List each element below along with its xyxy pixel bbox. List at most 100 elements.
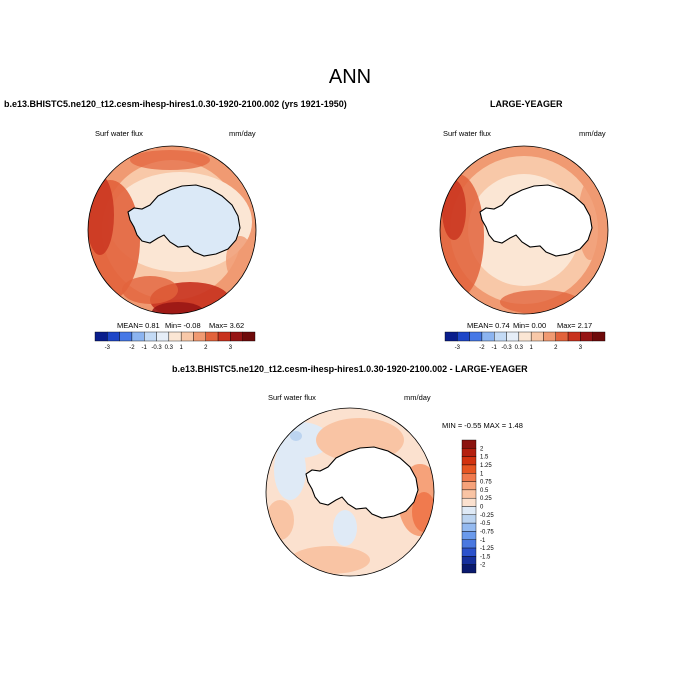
panel2-colorbar-tick-label: 1: [529, 345, 533, 351]
panel2-colorbar-swatch-6: [518, 331, 532, 342]
panel3-antarctica: [305, 446, 419, 519]
panel2-colorbar-tick-label: 3: [579, 345, 583, 351]
panel3-colorbar-tick-label: -1: [480, 538, 486, 544]
panel3-colorbar: 2 1.5 1.25 1 0.75 0.5 0.25 0 -0.25 -0.5 -0.75 -1 -1.…: [461, 439, 494, 574]
panel2-colorbar-swatch-0: [444, 331, 458, 342]
panel3-colorbar-tick-label: 1: [480, 471, 484, 477]
panel1-colorbar-tick-label: -3: [105, 345, 111, 351]
panel2-colorbar-tick-label: -3: [455, 345, 461, 351]
panel2-colorbar-swatch-10: [567, 331, 581, 342]
panel3-colorbar-swatch-12: [461, 539, 477, 549]
panel2-colorbar-swatch-8: [543, 331, 556, 342]
panel3-variable-label: Surf water flux: [268, 393, 316, 402]
panel1-colorbar-swatch-11: [230, 331, 243, 342]
panel2-colorbar-swatch-9: [555, 331, 569, 342]
panel1-colorbar-swatch-1: [107, 331, 120, 342]
panel3-colorbar-swatch-13: [461, 547, 477, 557]
panel3-colorbar-swatch-5: [461, 481, 477, 491]
panel3-colorbar-tick-label: -0.25: [480, 513, 494, 519]
panel3-colorbar-swatch-0: [461, 439, 477, 449]
panel2-colorbar-swatch-1: [457, 331, 470, 342]
panel1-colorbar-tick-label: 0.3: [165, 345, 174, 351]
panel1-units-label: mm/day: [229, 129, 256, 138]
panel1-colorbar-tick-label: -2: [129, 345, 135, 351]
panel2-colorbar-swatch-4: [494, 331, 507, 342]
panel3-colorbar-tick-label: 1.25: [480, 463, 492, 469]
panel1-map: [88, 146, 256, 314]
panel1-colorbar: -3 -2 -1 -0.3 0.3 1 2 3: [94, 331, 256, 351]
panel3-colorbar-swatch-8: [461, 506, 477, 516]
panel1-colorbar-swatch-3: [131, 331, 145, 342]
panel3-colorbar-tick-label: 0.5: [480, 488, 489, 494]
panel1-colorbar-tick-label: 1: [179, 345, 183, 351]
panel3-colorbar-tick-label: -0.5: [480, 521, 491, 527]
panel3-colorbar-tick-label: -0.75: [480, 529, 494, 535]
panel1-variable-label: Surf water flux: [95, 129, 143, 138]
panel2-antarctica: [479, 184, 593, 257]
panel3-colorbar-tick-label: 0.75: [480, 480, 492, 486]
panel1-colorbar-swatch-5: [156, 331, 170, 342]
panel2-mean: MEAN= 0.74: [467, 321, 510, 330]
panel2-colorbar: -3 -2 -1 -0.3 0.3 1 2 3: [444, 331, 606, 351]
panel1-colorbar-swatch-7: [180, 331, 194, 342]
panel1-colorbar-tick-label: 2: [204, 345, 208, 351]
panel3-colorbar-swatch-4: [461, 473, 477, 482]
panel1-title: b.e13.BHISTC5.ne120_t12.cesm-ihesp-hires…: [4, 99, 347, 109]
panel3-colorbar-swatch-7: [461, 497, 477, 507]
panel1-colorbar-swatch-9: [205, 331, 219, 342]
panel1-colorbar-swatch-8: [193, 331, 206, 342]
panel3-map: [266, 408, 434, 576]
panel2-colorbar-tick-label: -0.3: [501, 345, 512, 351]
panel1-colorbar-tick-label: 3: [229, 345, 233, 351]
panel2-colorbar-swatch-7: [530, 331, 544, 342]
panel1-colorbar-swatch-12: [242, 331, 256, 342]
panel3-colorbar-tick-label: 0: [480, 505, 484, 511]
panel1-mean: MEAN= 0.81: [117, 321, 160, 330]
panel2-min: Min= 0.00: [513, 321, 547, 330]
panel3-colorbar-tick-label: 1.5: [480, 455, 489, 461]
panel2-colorbar-swatch-12: [592, 331, 606, 342]
panel2-map: [440, 146, 608, 314]
panel3-colorbar-swatch-14: [461, 556, 477, 565]
panel2-colorbar-swatch-11: [580, 331, 593, 342]
panel1-antarctica: [127, 184, 241, 257]
panel2-colorbar-tick-label: 2: [554, 345, 558, 351]
panel3-minmax: MIN = -0.55 MAX = 1.48: [442, 421, 523, 430]
panel3-colorbar-swatch-2: [461, 456, 477, 466]
panel3-colorbar-swatch-3: [461, 464, 477, 474]
panel3-colorbar-tick-label: 0.25: [480, 496, 492, 502]
panel1-colorbar-swatch-4: [144, 331, 157, 342]
panel3-units-label: mm/day: [404, 393, 431, 402]
panel3-title: b.e13.BHISTC5.ne120_t12.cesm-ihesp-hires…: [172, 364, 528, 374]
panel3-colorbar-swatch-11: [461, 531, 477, 540]
panel3-colorbar-swatch-9: [461, 514, 477, 524]
panel3-colorbar-tick-label: 2: [480, 446, 484, 452]
panel1-max: Max= 3.62: [209, 321, 245, 330]
panel2-colorbar-tick-label: -2: [479, 345, 485, 351]
panel1-colorbar-swatch-6: [168, 331, 182, 342]
panel2-variable-label: Surf water flux: [443, 129, 491, 138]
panel2-units-label: mm/day: [579, 129, 606, 138]
panel2-colorbar-swatch-5: [506, 331, 520, 342]
panel2-colorbar-swatch-3: [481, 331, 495, 342]
panel3-colorbar-tick-label: -1.5: [480, 554, 491, 560]
panel3-colorbar-swatch-6: [461, 489, 477, 499]
panel1-colorbar-tick-label: -1: [142, 345, 148, 351]
figure-title: ANN: [328, 66, 372, 88]
panel3-colorbar-tick-label: -2: [480, 563, 486, 569]
panel3-colorbar-swatch-10: [461, 522, 477, 532]
panel1-min: Min= -0.08: [165, 321, 201, 330]
panel1-colorbar-swatch-10: [217, 331, 231, 342]
panel3-colorbar-swatch-1: [461, 448, 477, 457]
panel3-colorbar-tick-label: -1.25: [480, 546, 494, 552]
panel2-colorbar-tick-label: 0.3: [515, 345, 524, 351]
panel1-colorbar-swatch-0: [94, 331, 108, 342]
panel2-colorbar-tick-label: -1: [492, 345, 498, 351]
panel2-colorbar-swatch-2: [469, 331, 483, 342]
panel2-title: LARGE-YEAGER: [490, 99, 563, 109]
panel1-colorbar-tick-label: -0.3: [151, 345, 162, 351]
panel1-colorbar-swatch-2: [119, 331, 133, 342]
panel2-max: Max= 2.17: [557, 321, 593, 330]
panel3-colorbar-swatch-15: [461, 564, 477, 574]
